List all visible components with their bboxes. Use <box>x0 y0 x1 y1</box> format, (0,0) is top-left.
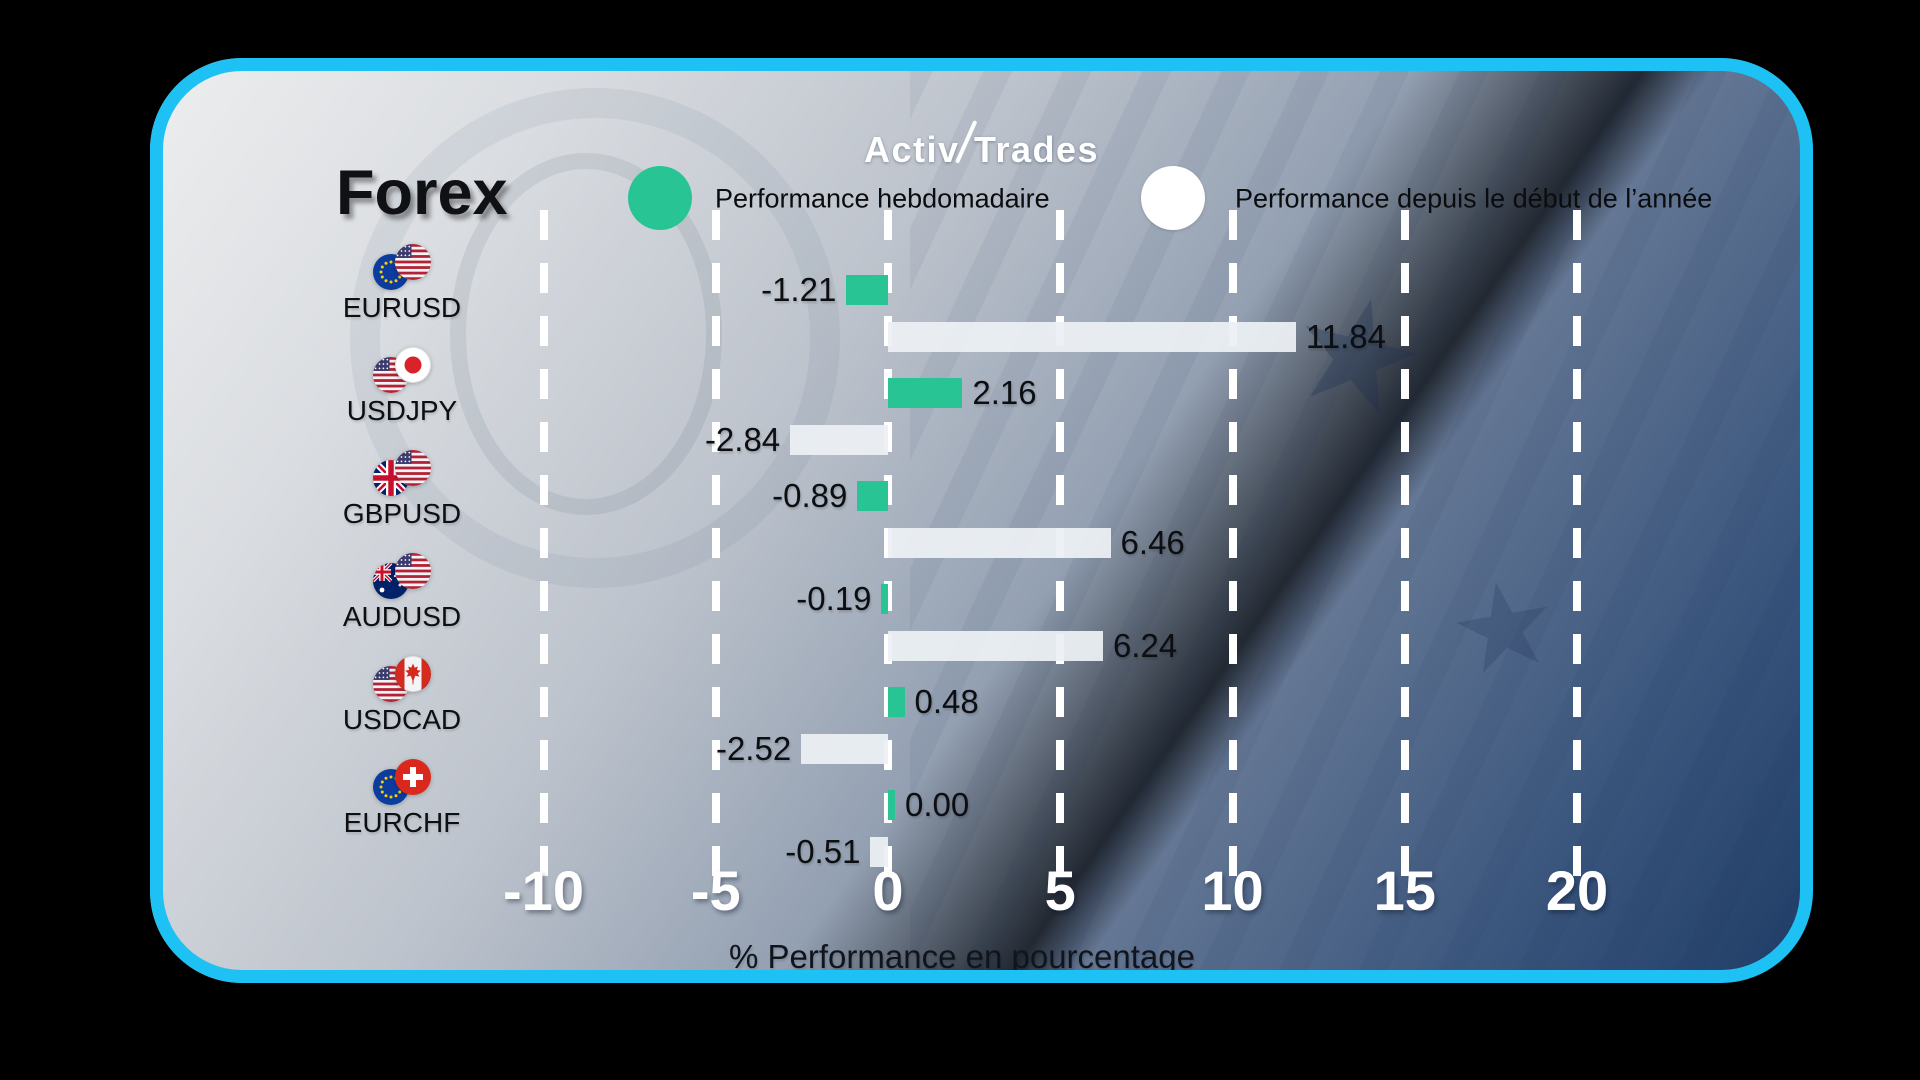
pair-flags-gbpusd <box>373 450 431 496</box>
bar-ytd-eurusd <box>888 322 1296 352</box>
pair-flags-audusd <box>373 553 431 599</box>
value-ytd-gbpusd: 6.46 <box>1120 524 1185 561</box>
bar-ytd-usdcad <box>801 734 888 764</box>
value-weekly-audusd: -0.19 <box>796 580 872 617</box>
bar-ytd-audusd <box>888 631 1103 661</box>
pair-flags-usdjpy <box>373 347 431 393</box>
legend-swatch-weekly-icon <box>628 166 692 230</box>
value-ytd-audusd: 6.24 <box>1112 627 1178 664</box>
value-ytd-usdcad: -2.52 <box>715 730 792 767</box>
value-weekly-usdjpy: 2.16 <box>972 374 1037 411</box>
pair-flags-eurusd <box>373 244 431 290</box>
brand-logo-part2: Trades <box>973 129 1100 170</box>
bar-weekly-usdjpy <box>888 378 963 408</box>
bar-weekly-usdcad <box>888 687 905 717</box>
value-ytd-eurusd: 11.84 <box>1305 318 1387 355</box>
flag-jp-icon <box>395 347 431 383</box>
bar-ytd-usdjpy <box>790 425 888 455</box>
x-tick-0: 0 <box>872 859 904 922</box>
flag-us-icon <box>373 357 409 393</box>
legend-swatch-ytd-icon <box>1141 166 1205 230</box>
legend-label-weekly: Performance hebdomadaire <box>715 183 1050 214</box>
pair-flags-eurchf <box>373 759 431 805</box>
flag-us-icon <box>395 450 431 486</box>
bar-weekly-gbpusd <box>857 481 888 511</box>
pair-label-eurchf: EURCHF <box>343 807 461 838</box>
value-weekly-eurusd: -1.21 <box>761 271 837 308</box>
chart-title: Forex <box>336 158 508 228</box>
x-tick-20: 20 <box>1545 859 1609 922</box>
bar-ytd-eurchf <box>870 837 888 867</box>
flag-us-icon <box>395 244 431 280</box>
x-tick--10: -10 <box>503 859 584 922</box>
bar-ytd-gbpusd <box>888 528 1111 558</box>
x-axis-title: % Performance en pourcentage <box>729 938 1195 975</box>
flag-au-icon <box>373 563 409 599</box>
flag-us-icon <box>395 553 431 589</box>
bar-weekly-audusd <box>881 584 888 614</box>
value-weekly-gbpusd: -0.89 <box>772 477 848 514</box>
brand-logo: Activ Trades <box>864 116 1099 171</box>
euro-star-decoration: ★ <box>1439 551 1569 703</box>
x-tick--5: -5 <box>690 859 741 922</box>
value-weekly-eurchf: 0.00 <box>905 786 970 823</box>
x-tick-10: 10 <box>1201 859 1264 922</box>
pair-label-usdjpy: USDJPY <box>346 395 458 426</box>
pair-flags-usdcad <box>373 656 431 702</box>
brand-logo-part1: Activ <box>863 129 960 170</box>
value-ytd-usdjpy: -2.84 <box>704 421 781 458</box>
bar-weekly-eurusd <box>846 275 888 305</box>
gridline--5 <box>711 210 720 880</box>
pair-label-usdcad: USDCAD <box>342 704 462 735</box>
flag-ch-icon <box>395 759 431 795</box>
gridline--10 <box>539 210 548 880</box>
gridline-10 <box>1228 210 1237 880</box>
value-weekly-usdcad: 0.48 <box>914 683 979 720</box>
infographic-card: ★ ★ Activ Trades Forex Performance hebdo… <box>150 58 1813 983</box>
legend-label-ytd: Performance depuis le début de l’année <box>1235 183 1713 214</box>
pair-label-gbpusd: GBPUSD <box>342 498 462 529</box>
value-ytd-eurchf: -0.51 <box>785 833 861 870</box>
pair-label-audusd: AUDUSD <box>342 601 462 632</box>
x-tick-15: 15 <box>1373 859 1436 922</box>
pair-label-eurusd: EURUSD <box>342 292 462 323</box>
gridline-15 <box>1400 210 1409 880</box>
bar-weekly-eurchf <box>888 790 895 820</box>
flag-ca-icon <box>395 656 431 692</box>
gridline-20 <box>1573 210 1581 880</box>
x-tick-5: 5 <box>1044 859 1076 922</box>
